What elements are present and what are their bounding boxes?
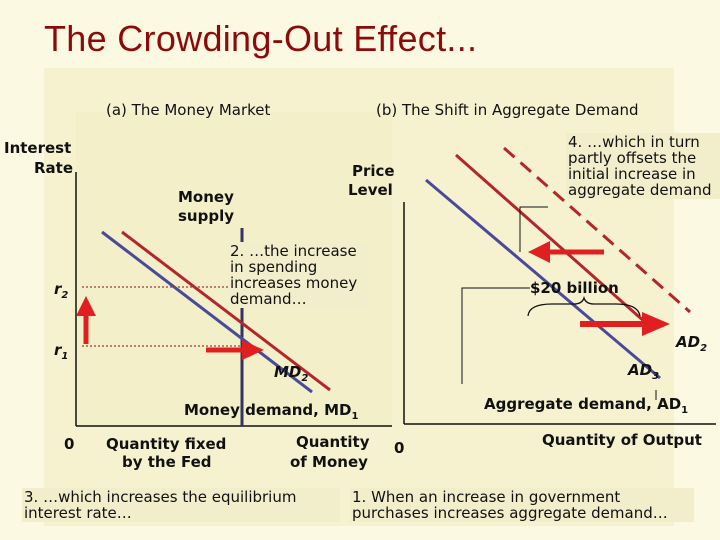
ad3-label: AD3 [628, 361, 660, 383]
md2-label: MD2 [274, 363, 309, 385]
r1-label: r1 [54, 341, 69, 363]
twenty-billion-arrow-head [642, 312, 670, 336]
note-government-purchases: 1. When an increase in government purcha… [350, 488, 694, 522]
twenty-billion-brace [527, 295, 641, 317]
interest-rate-label-line2: Rate [34, 159, 74, 177]
money-market-origin-label: 0 [64, 435, 75, 453]
aggregate-demand-ad1-curve [425, 178, 661, 380]
r2-label: r2 [54, 280, 69, 302]
md1-label: Money demand, MD1 [184, 401, 359, 423]
price-level-label-line2: Level [348, 181, 393, 199]
ad2-label: AD2 [676, 333, 708, 355]
demand-shift-arrow-head [242, 340, 264, 360]
quantity-fixed-label-line2: by the Fed [122, 453, 212, 471]
money-demand-md2-curve [121, 230, 331, 392]
slide-title: The Crowding-Out Effect... [44, 18, 478, 59]
quantity-of-money-label-line1: Quantity [296, 433, 370, 451]
aggregate-demand-subtitle: (b) The Shift in Aggregate Demand [376, 101, 639, 119]
interest-rate-label-line1: Interest [4, 139, 72, 157]
ad1-label: Aggregate demand, AD1 [484, 395, 689, 417]
twenty-billion-label: $20 billion [530, 279, 619, 297]
note-money-demand: 2. …the increase in spending increases m… [228, 242, 368, 308]
note-interest-rate: 3. …which increases the equilibrium inte… [22, 488, 340, 522]
aggregate-demand-origin-label: 0 [394, 439, 405, 457]
offset-leader-line [519, 206, 548, 252]
twenty-billion-leader-line [461, 287, 530, 384]
money-market-subtitle: (a) The Money Market [106, 101, 271, 119]
quantity-of-output-label: Quantity of Output [542, 431, 702, 449]
aggregate-demand-ad3-curve [455, 153, 655, 332]
rate-increase-arrow-head [76, 296, 96, 316]
quantity-fixed-label-line1: Quantity fixed [106, 435, 227, 453]
offset-arrow-head [528, 241, 550, 263]
money-supply-label-line2: supply [178, 207, 235, 225]
money-demand-md1-curve [101, 230, 313, 394]
price-level-label-line1: Price [352, 162, 395, 180]
quantity-of-money-label-line2: of Money [290, 453, 368, 471]
note-offset: 4. …which in turn partly offsets the ini… [566, 133, 720, 199]
aggregate-demand-ad2-curve [503, 146, 691, 314]
money-supply-label-line1: Money [178, 188, 234, 206]
